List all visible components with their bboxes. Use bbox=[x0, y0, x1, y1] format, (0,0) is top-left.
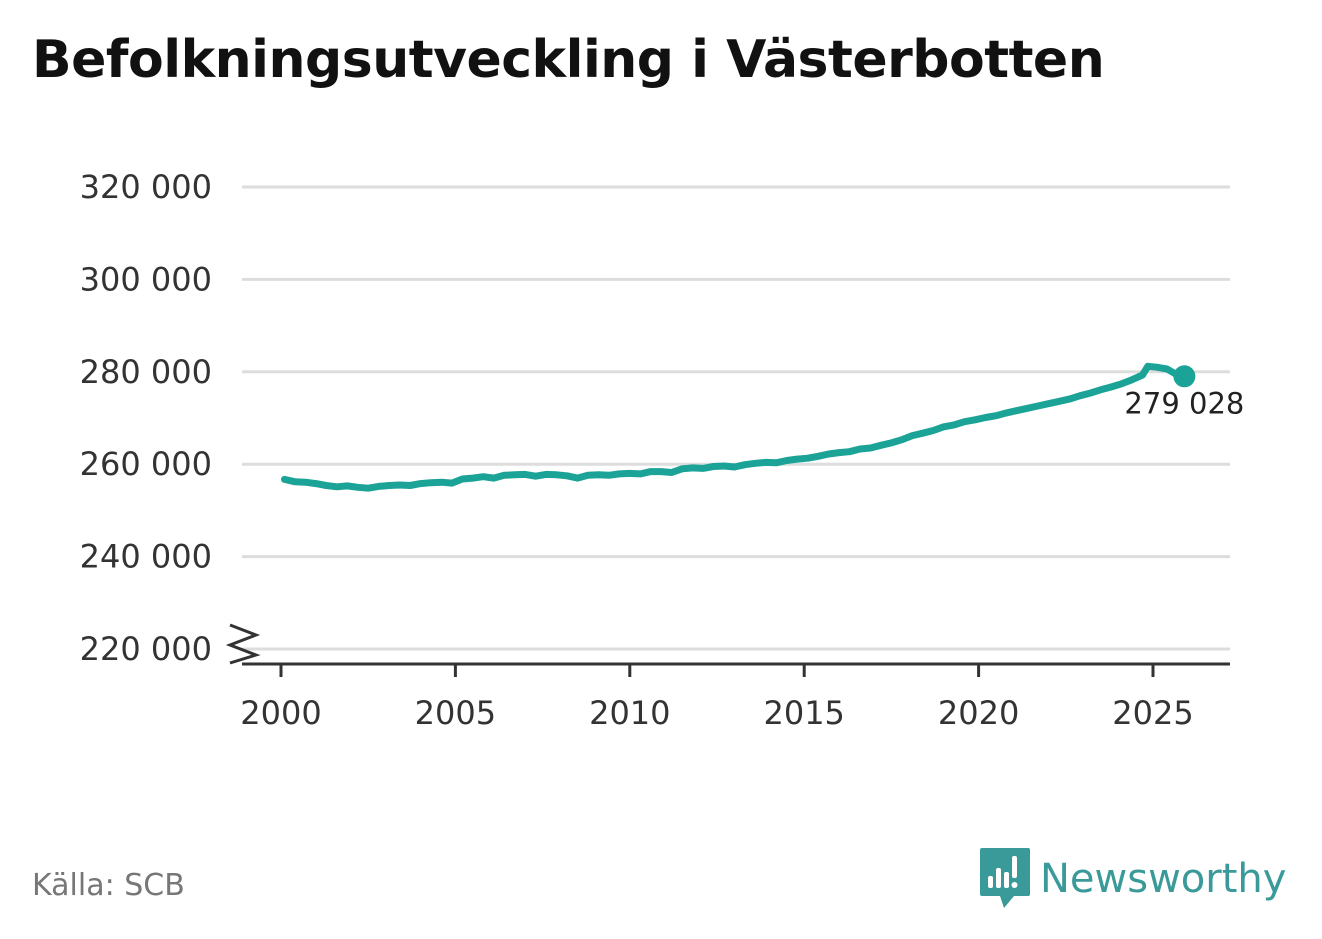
brand-name: Newsworthy bbox=[1040, 856, 1287, 902]
end-value-label: 279 028 bbox=[1124, 386, 1244, 420]
axes bbox=[225, 623, 1230, 677]
end-point-marker bbox=[1173, 365, 1196, 388]
x-tick-label: 2005 bbox=[415, 694, 496, 732]
axis-break-icon bbox=[225, 623, 261, 665]
newsworthy-logo-icon bbox=[980, 848, 1030, 908]
series-layer bbox=[281, 362, 1196, 492]
y-tick-label: 300 000 bbox=[80, 260, 212, 298]
y-tick-label: 220 000 bbox=[80, 630, 212, 668]
series-line bbox=[281, 362, 1188, 492]
y-tick-label: 320 000 bbox=[80, 168, 212, 206]
x-tick-label: 2010 bbox=[589, 694, 670, 732]
y-tick-label: 240 000 bbox=[80, 538, 212, 576]
labels: 220 000 240 000 260 000 280 000 300 000 320 0… bbox=[80, 168, 1245, 732]
y-tick-label: 280 000 bbox=[80, 353, 212, 391]
x-tick-label: 2015 bbox=[763, 694, 844, 732]
brand-logo[interactable]: Newsworthy bbox=[980, 848, 1286, 910]
y-tick-label: 260 000 bbox=[80, 445, 212, 483]
chart-title: Befolkningsutveckling i Västerbotten bbox=[32, 30, 1105, 90]
source-credit: Källa: SCB bbox=[32, 868, 185, 903]
x-tick-label: 2025 bbox=[1112, 694, 1193, 732]
x-tick-label: 2000 bbox=[240, 694, 321, 732]
x-tick-label: 2020 bbox=[938, 694, 1019, 732]
gridlines bbox=[242, 185, 1230, 651]
